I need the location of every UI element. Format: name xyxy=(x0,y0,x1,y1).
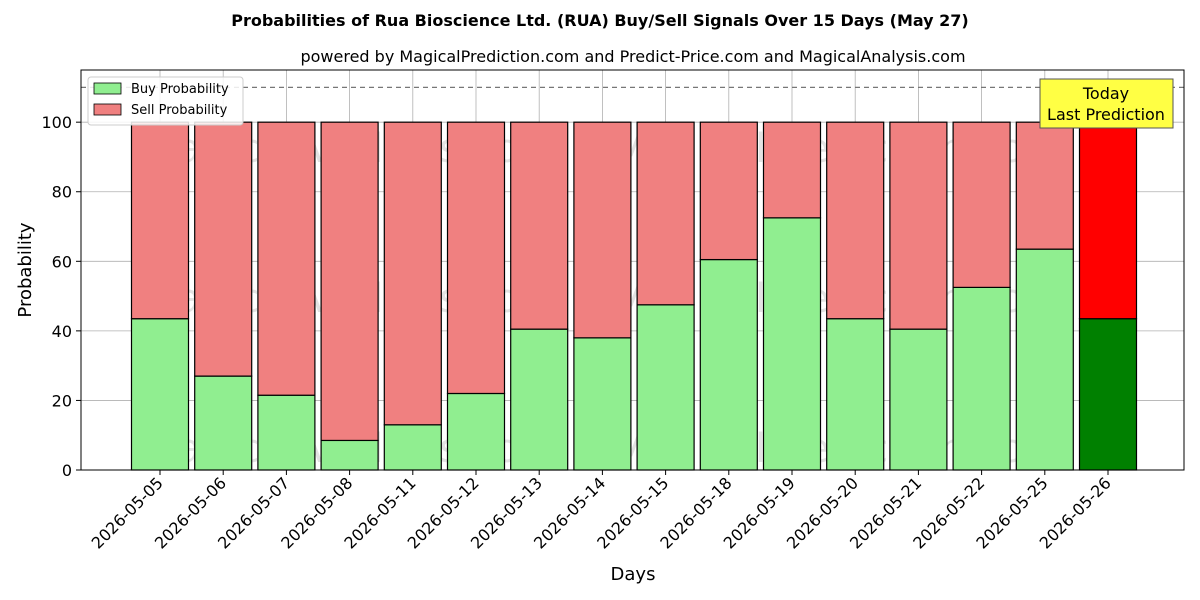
bar-buy xyxy=(1015,248,1074,471)
today-annotation-line2: Last Prediction xyxy=(1047,105,1165,124)
bar-buy xyxy=(826,318,885,471)
bar-buy xyxy=(889,328,948,471)
bar-buy xyxy=(952,286,1011,471)
y-tick-label: 100 xyxy=(41,113,72,132)
legend-label-buy: Buy Probability xyxy=(131,82,229,97)
chart-title: Probabilities of Rua Bioscience Ltd. (RU… xyxy=(231,11,969,30)
bar-sell xyxy=(383,121,442,426)
bar-buy xyxy=(446,392,506,471)
bar-sell xyxy=(1015,121,1074,250)
bar-sell xyxy=(446,121,506,395)
legend-label-sell: Sell Probability xyxy=(131,103,228,118)
bar-sell xyxy=(826,121,885,320)
legend-box xyxy=(87,76,244,126)
legend-swatch-sell xyxy=(93,103,122,116)
y-tick-label: 40 xyxy=(52,322,72,341)
bar-sell xyxy=(762,121,822,219)
x-axis-ticks: 2026-05-052026-05-062026-05-072026-05-08… xyxy=(88,470,1115,553)
today-annotation-line1: Today xyxy=(1082,84,1129,103)
bar-sell xyxy=(699,121,758,261)
x-axis-label: Days xyxy=(611,564,656,585)
bar-sell xyxy=(320,121,379,442)
bar-buy xyxy=(762,217,822,471)
bar-sell xyxy=(889,121,948,330)
bar-sell xyxy=(130,121,190,320)
bar-buy xyxy=(383,424,442,471)
y-axis-label: Probability xyxy=(15,222,36,317)
chart-subtitle: powered by MagicalPrediction.com and Pre… xyxy=(300,47,965,66)
today-annotation: Today Last Prediction xyxy=(1039,78,1174,129)
bar-buy xyxy=(257,394,316,471)
bar-buy xyxy=(510,328,569,471)
y-tick-label: 20 xyxy=(52,391,72,410)
bar-sell xyxy=(257,121,316,396)
y-tick-label: 80 xyxy=(52,183,72,202)
bar-sell xyxy=(636,121,695,306)
bar-buy xyxy=(320,439,379,471)
bar-sell xyxy=(510,121,569,330)
bar-buy xyxy=(194,375,253,471)
legend-swatch-buy xyxy=(93,82,122,95)
bar-sell xyxy=(952,121,1011,288)
bar-sell xyxy=(194,121,253,377)
bar-sell xyxy=(573,121,632,339)
y-axis-ticks: 0 20 40 60 80 100 xyxy=(41,113,81,480)
bar-sell xyxy=(1078,121,1138,320)
bar-buy xyxy=(699,258,758,471)
today-annotation-box xyxy=(1039,78,1174,129)
bar-buy xyxy=(130,318,190,471)
bar-buy xyxy=(636,304,695,471)
y-tick-label: 60 xyxy=(52,252,72,271)
legend: Buy Probability Sell Probability xyxy=(87,76,244,126)
plot-frame xyxy=(80,69,1185,471)
bars xyxy=(130,121,1138,471)
bar-buy xyxy=(1078,318,1138,471)
y-tick-label: 0 xyxy=(62,461,72,480)
bar-buy xyxy=(573,337,632,471)
